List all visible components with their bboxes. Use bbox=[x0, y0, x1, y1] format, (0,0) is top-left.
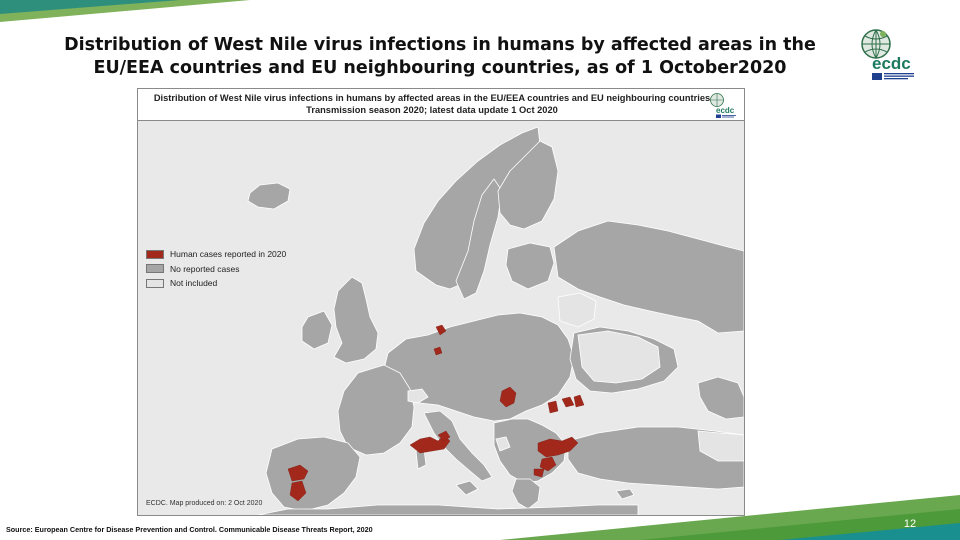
affected-area-romania-east bbox=[561, 396, 575, 408]
swiss-area bbox=[407, 388, 429, 404]
map-legend: Human cases reported in 2020 No reported… bbox=[146, 247, 306, 291]
legend-item-no-cases: No reported cases bbox=[146, 262, 306, 277]
bottom-accent-band bbox=[0, 495, 960, 540]
greece bbox=[511, 478, 541, 510]
slide-title: Distribution of West Nile virus infectio… bbox=[40, 34, 840, 80]
source-note: Source: European Centre for Disease Prev… bbox=[6, 525, 373, 534]
iceland bbox=[247, 182, 291, 210]
iberia bbox=[265, 436, 361, 512]
affected-area-spain-south bbox=[289, 480, 307, 502]
cyprus bbox=[615, 488, 635, 500]
affected-area-italy-northeast bbox=[437, 430, 451, 442]
moldova-ukraine-area bbox=[577, 330, 661, 384]
france bbox=[337, 364, 415, 456]
legend-swatch-not-included bbox=[146, 278, 164, 288]
globe-icon bbox=[861, 29, 891, 59]
legend-swatch-affected bbox=[146, 249, 164, 259]
russia-west bbox=[553, 220, 744, 334]
ecdc-logo: ecdc bbox=[856, 24, 924, 84]
affected-area-hungary bbox=[499, 386, 517, 408]
legend-swatch-no-cases bbox=[146, 264, 164, 274]
page-number: 12 bbox=[903, 518, 917, 530]
ecdc-mini-logo: ecdc bbox=[710, 93, 736, 118]
legend-item-affected: Human cases reported in 2020 bbox=[146, 247, 306, 262]
ireland bbox=[301, 310, 333, 350]
map-credit: ECDC. Map produced on: 2 Oct 2020 bbox=[146, 500, 263, 507]
map-header: Distribution of West Nile virus infectio… bbox=[138, 89, 744, 121]
slide-title-line2: EU/EEA countries and EU neighbouring cou… bbox=[93, 58, 787, 78]
central-europe bbox=[383, 312, 575, 422]
legend-label-no-cases: No reported cases bbox=[170, 263, 240, 274]
eu-flag-icon bbox=[872, 73, 882, 80]
svg-text:ecdc: ecdc bbox=[716, 106, 735, 115]
baltics bbox=[505, 242, 555, 290]
affected-area-spain-west bbox=[287, 464, 309, 482]
europe-map bbox=[138, 121, 744, 515]
legend-label-not-included: Not included bbox=[170, 278, 218, 289]
affected-area-netherlands bbox=[435, 324, 447, 336]
north-africa bbox=[257, 504, 639, 515]
affected-area-greece-north bbox=[537, 436, 579, 458]
map-figure: Distribution of West Nile virus infectio… bbox=[137, 88, 745, 516]
map-title: Distribution of West Nile virus infectio… bbox=[153, 93, 711, 103]
affected-area-germany bbox=[433, 346, 443, 356]
belarus bbox=[557, 292, 597, 328]
caucasus bbox=[697, 376, 744, 420]
great-britain bbox=[333, 276, 379, 364]
affected-area-romania-west bbox=[547, 400, 559, 414]
top-accent-band bbox=[0, 0, 960, 22]
affected-area-greece-west bbox=[533, 468, 545, 478]
sicily bbox=[455, 480, 479, 496]
finland bbox=[497, 140, 559, 230]
affected-area-greece-central bbox=[539, 456, 557, 472]
turkey-east bbox=[697, 430, 744, 462]
legend-item-not-included: Not included bbox=[146, 276, 306, 291]
slide-title-line1: Distribution of West Nile virus infectio… bbox=[64, 35, 816, 55]
map-subtitle: Transmission season 2020; latest data up… bbox=[306, 105, 558, 115]
montenegro-area bbox=[495, 436, 511, 452]
legend-label-affected: Human cases reported in 2020 bbox=[170, 249, 287, 260]
svg-text:ecdc: ecdc bbox=[872, 54, 911, 73]
affected-area-romania-south bbox=[573, 394, 585, 408]
